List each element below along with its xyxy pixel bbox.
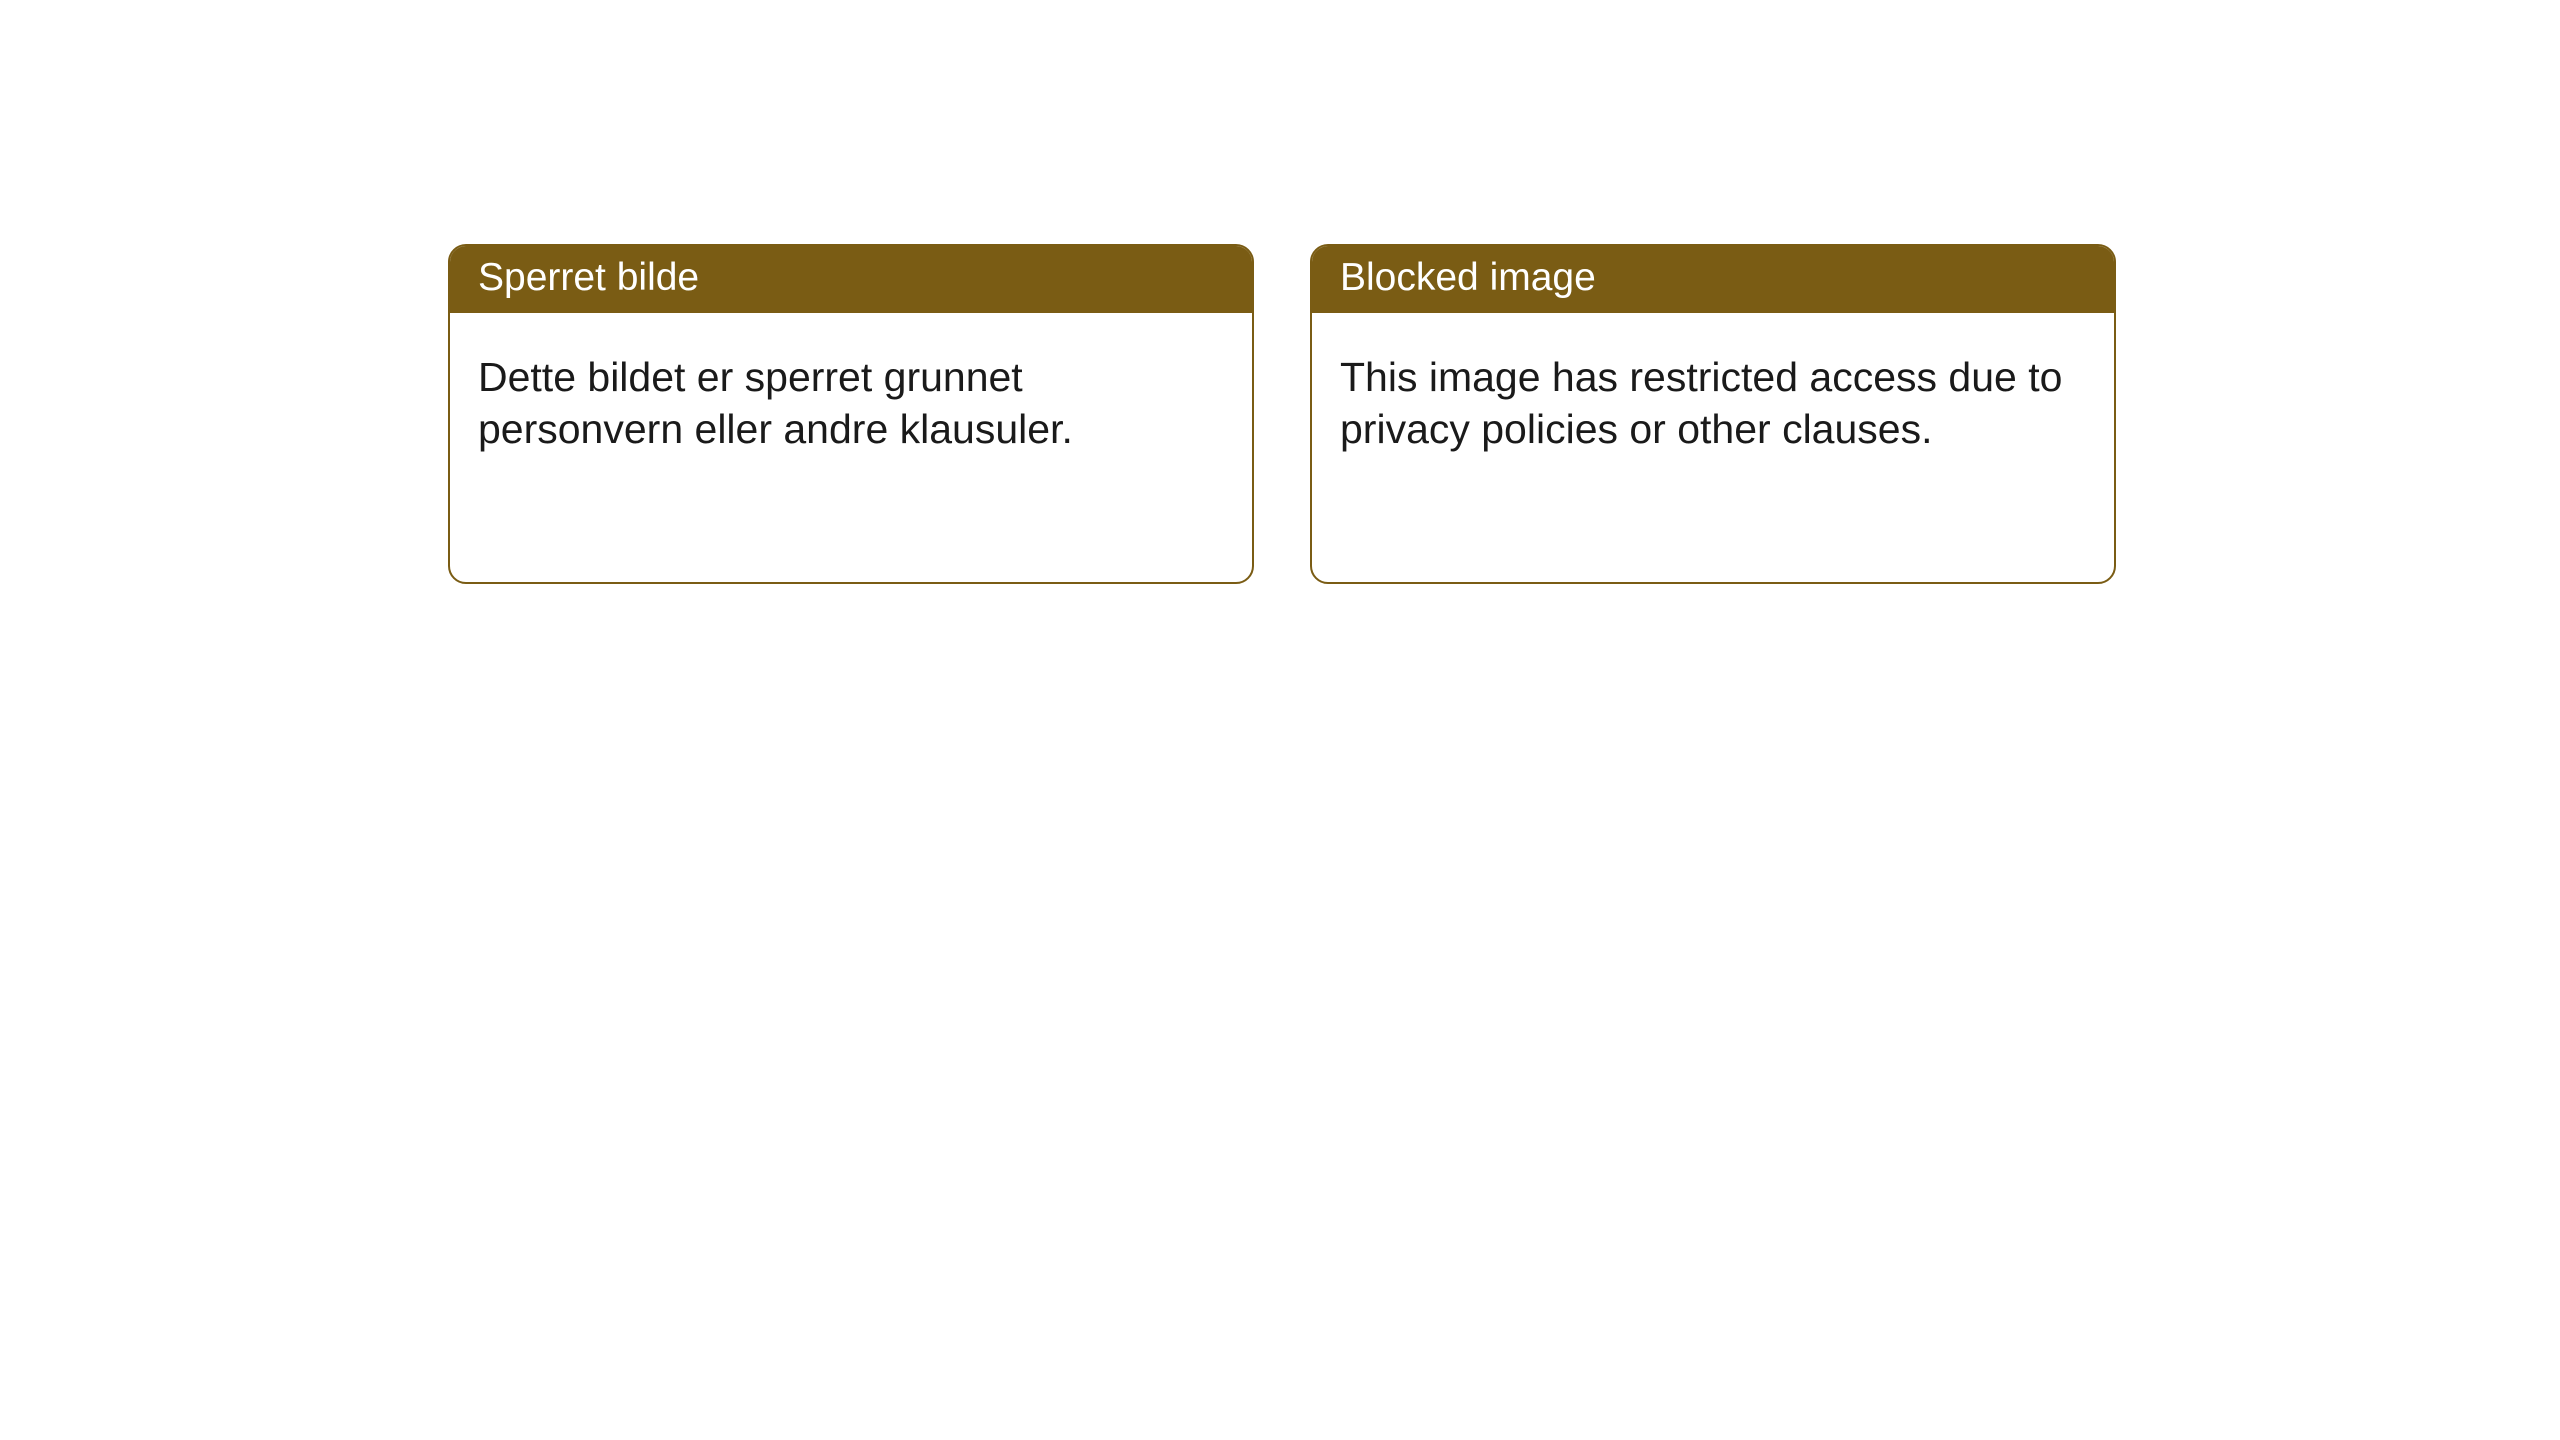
- notice-container: Sperret bilde Dette bildet er sperret gr…: [0, 0, 2560, 584]
- notice-card-norwegian: Sperret bilde Dette bildet er sperret gr…: [448, 244, 1254, 584]
- notice-body: This image has restricted access due to …: [1312, 313, 2114, 484]
- notice-message: This image has restricted access due to …: [1340, 354, 2062, 452]
- notice-header: Sperret bilde: [450, 246, 1252, 313]
- notice-title: Blocked image: [1340, 256, 1596, 299]
- notice-title: Sperret bilde: [478, 256, 699, 299]
- notice-body: Dette bildet er sperret grunnet personve…: [450, 313, 1252, 484]
- notice-card-english: Blocked image This image has restricted …: [1310, 244, 2116, 584]
- notice-header: Blocked image: [1312, 246, 2114, 313]
- notice-message: Dette bildet er sperret grunnet personve…: [478, 354, 1073, 452]
